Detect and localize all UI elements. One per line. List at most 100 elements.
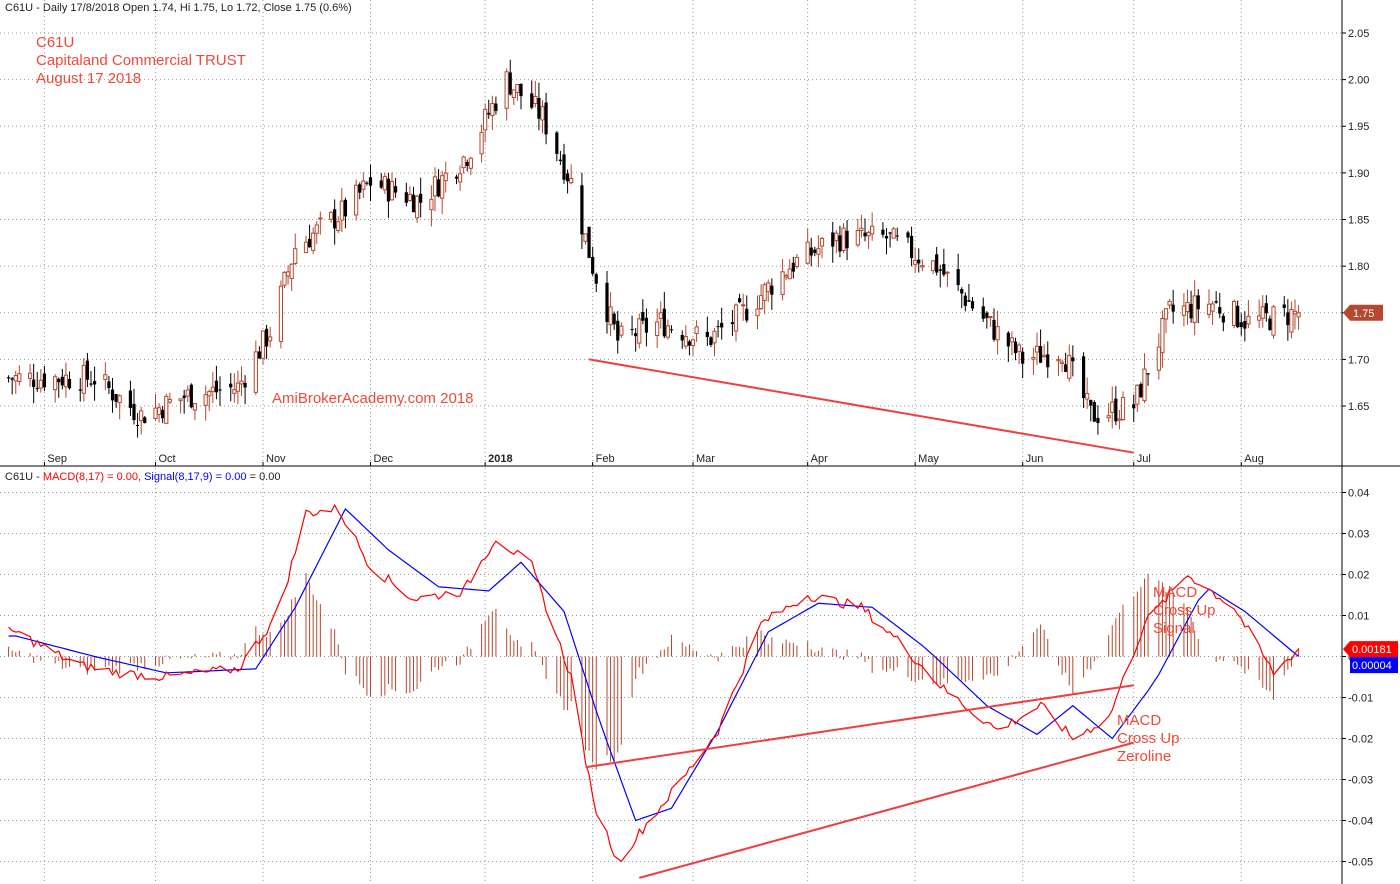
candle [1013, 337, 1018, 361]
candle [107, 375, 111, 395]
candle [1132, 394, 1136, 422]
macd-trendline-upper [585, 684, 1134, 769]
candle [432, 167, 438, 212]
candle [816, 235, 821, 268]
candle [164, 393, 169, 424]
macd-tick-label: 0.03 [1348, 529, 1369, 541]
candle [361, 172, 366, 199]
candle [1296, 304, 1301, 330]
annotation-signal-line-1: MACD [1153, 584, 1197, 601]
candle [1146, 373, 1150, 386]
candle [479, 124, 484, 163]
candle [745, 295, 749, 323]
candle [766, 279, 771, 303]
candle [888, 231, 892, 248]
candle [619, 322, 624, 339]
candle [1096, 405, 1100, 435]
candle [1038, 329, 1043, 363]
candle [67, 371, 72, 390]
candle [1089, 399, 1093, 422]
candle [328, 210, 334, 223]
candle [156, 403, 162, 423]
candle [831, 221, 835, 263]
candle [995, 310, 1000, 355]
annotation-signal-line-3: Signal [1153, 620, 1195, 637]
candle [762, 282, 767, 315]
month-label: May [918, 453, 939, 465]
candle [6, 375, 11, 383]
candle [733, 303, 739, 342]
candle [605, 270, 609, 334]
month-label: Jun [1026, 453, 1044, 465]
price-tick-label: 2.05 [1348, 28, 1369, 40]
candle [658, 301, 663, 329]
candle [182, 389, 186, 414]
macd-tick-label: -0.04 [1348, 816, 1373, 828]
candle [1156, 333, 1161, 380]
candle [770, 278, 774, 310]
macd-value-label: 0.00181 [1352, 644, 1392, 656]
candle [1064, 352, 1068, 373]
candle [440, 170, 445, 215]
title-line-name: Capitaland Commercial TRUST [36, 52, 246, 69]
candle [755, 295, 760, 330]
price-tick-label: 1.70 [1348, 354, 1369, 366]
candle [730, 310, 735, 336]
month-label: Apr [811, 453, 828, 465]
candle [1210, 301, 1215, 325]
candle [411, 186, 416, 213]
candle [630, 315, 634, 336]
price-tick-label: 2.00 [1348, 75, 1369, 87]
macd-histogram [8, 572, 1300, 770]
price-x-axis: Sep Oct Nov Dec 2018 Feb Mar Apr May Jun Jul Aug [47, 453, 1263, 465]
price-tick-label: 1.65 [1348, 401, 1369, 413]
candle [407, 186, 413, 203]
candle [891, 226, 896, 239]
candle [813, 246, 817, 257]
candle [436, 169, 441, 198]
candle [229, 373, 233, 402]
candle [414, 194, 420, 223]
candle [1286, 299, 1290, 341]
candle [935, 246, 939, 276]
candle [587, 226, 591, 259]
candle [257, 346, 262, 359]
candle [1009, 331, 1015, 356]
candle [135, 413, 140, 438]
candle [1246, 300, 1251, 329]
candle [35, 371, 39, 392]
candle [1236, 300, 1240, 329]
title-line-date: August 17 2018 [36, 70, 141, 87]
candle [884, 228, 889, 255]
candle [956, 253, 960, 291]
candle [114, 393, 118, 408]
candle [487, 99, 491, 119]
candle [103, 362, 108, 391]
candle [494, 96, 498, 115]
candle [239, 366, 244, 397]
candle [483, 103, 488, 143]
candle [530, 80, 534, 110]
candle [382, 172, 387, 194]
candle [683, 325, 688, 350]
candle [339, 187, 344, 232]
macd-tick-label: -0.01 [1348, 693, 1373, 705]
candle [314, 221, 319, 244]
candle [870, 212, 875, 241]
candle [282, 271, 287, 288]
candle [465, 159, 469, 172]
candle [1171, 289, 1175, 324]
candle [945, 271, 950, 288]
signal-value-tag: 0.00004 [1350, 657, 1398, 674]
candle [1021, 347, 1025, 379]
candle [57, 377, 61, 398]
candle [1231, 299, 1237, 329]
candle [985, 311, 989, 329]
candle [1163, 308, 1169, 334]
candle [942, 248, 946, 277]
candle [1167, 298, 1172, 310]
candle [834, 230, 839, 254]
candle [687, 339, 692, 356]
candle [379, 173, 383, 190]
